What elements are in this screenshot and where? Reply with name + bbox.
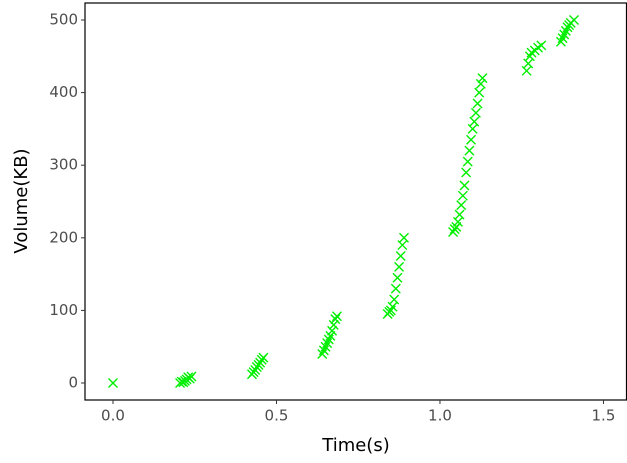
- y-tick-label: 300: [49, 156, 78, 174]
- point: [456, 200, 467, 211]
- point: [469, 116, 480, 127]
- point: [107, 378, 118, 389]
- point: [454, 209, 465, 220]
- point: [462, 156, 473, 167]
- point: [327, 325, 338, 336]
- point: [258, 352, 269, 363]
- point: [255, 357, 266, 368]
- point: [536, 40, 547, 51]
- x-axis-title: Time(s): [321, 435, 389, 456]
- y-axis-title: Volume(KB): [11, 148, 32, 253]
- point: [389, 294, 400, 305]
- point: [448, 226, 459, 237]
- point: [250, 364, 261, 375]
- x-tick-label: 0.0: [101, 407, 125, 425]
- y-tick-label: 100: [49, 301, 78, 319]
- point: [475, 78, 486, 89]
- point: [186, 371, 197, 382]
- plot-border: [84, 2, 627, 401]
- point: [472, 98, 483, 109]
- point: [569, 14, 580, 25]
- point: [394, 261, 405, 272]
- point: [459, 180, 470, 191]
- point: [464, 145, 475, 156]
- point: [470, 107, 481, 118]
- point: [477, 73, 488, 84]
- y-tick-label: 500: [49, 10, 78, 28]
- point: [390, 283, 401, 294]
- point: [474, 87, 485, 98]
- x-tick-label: 0.5: [265, 407, 289, 425]
- point: [331, 311, 342, 322]
- y-tick-label: 200: [49, 228, 78, 246]
- point: [328, 319, 339, 330]
- x-tick-label: 1.0: [428, 407, 452, 425]
- point: [395, 250, 406, 261]
- point: [457, 190, 468, 201]
- x-tick-label: 1.5: [592, 407, 616, 425]
- point: [461, 167, 472, 178]
- y-tick-label: 0: [68, 374, 78, 392]
- point: [330, 314, 341, 325]
- point: [392, 272, 403, 283]
- point: [399, 232, 409, 243]
- point: [466, 134, 477, 145]
- y-tick-label: 400: [49, 83, 78, 101]
